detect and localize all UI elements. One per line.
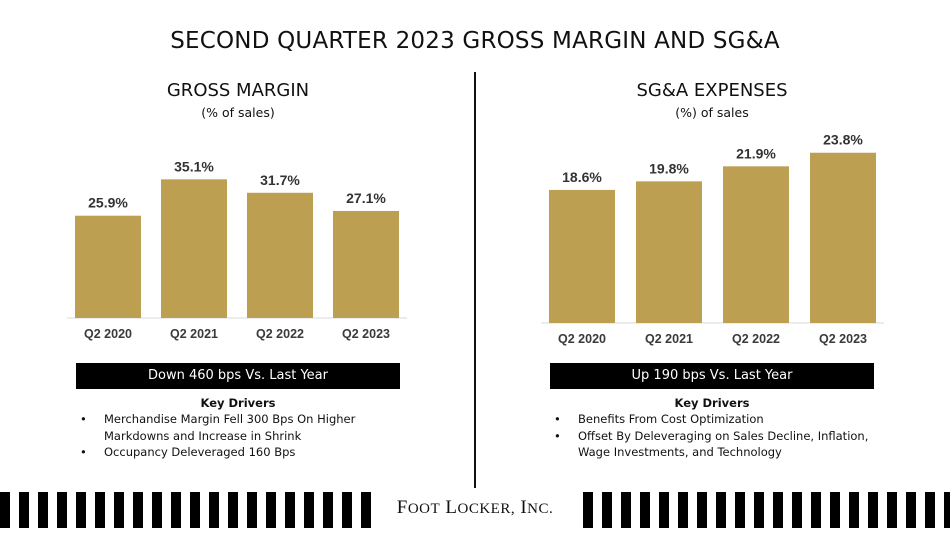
list-item: Benefits From Cost Optimization [550, 411, 880, 428]
x-tick-label: Q2 2023 [819, 332, 867, 346]
sga-drivers-list: Benefits From Cost Optimization Offset B… [550, 411, 880, 461]
bar-q2-2023 [810, 152, 876, 323]
gross-margin-subtitle: (% of sales) [201, 105, 275, 120]
sga-expenses-chart: 18.6% Q2 2020 19.8% Q2 2021 21.9% Q2 2022 23.8… [541, 132, 884, 346]
gross-margin-change-banner: Down 460 bps Vs. Last Year [76, 363, 400, 389]
data-label: 27.1% [346, 190, 386, 206]
sga-expenses-subtitle: (%) of sales [675, 105, 749, 120]
data-label: 31.7% [260, 172, 300, 188]
sga-drivers-heading: Key Drivers [674, 396, 750, 410]
gross-margin-drivers-heading: Key Drivers [200, 396, 276, 410]
list-item: Offset By Deleveraging on Sales Decline,… [550, 428, 880, 461]
list-item: Occupancy Deleveraged 160 Bps [76, 444, 406, 461]
bar-q2-2021 [161, 179, 227, 318]
data-label: 23.8% [823, 132, 863, 148]
footer-stripes-right [583, 492, 950, 528]
data-label: 25.9% [88, 195, 128, 211]
center-divider [474, 72, 476, 488]
x-tick-label: Q2 2020 [558, 332, 606, 346]
gross-margin-drivers-list: Merchandise Margin Fell 300 Bps On Highe… [76, 411, 406, 461]
page-title: SECOND QUARTER 2023 GROSS MARGIN AND SG&… [170, 28, 780, 54]
x-tick-label: Q2 2023 [342, 327, 390, 341]
bar-q2-2020 [75, 215, 141, 318]
data-label: 18.6% [562, 169, 602, 185]
bar-q2-2022 [723, 166, 789, 323]
x-tick-label: Q2 2022 [732, 332, 780, 346]
x-tick-label: Q2 2022 [256, 327, 304, 341]
data-label: 21.9% [736, 145, 776, 161]
bar-q2-2021 [636, 181, 702, 323]
data-label: 19.8% [649, 160, 689, 176]
gross-margin-chart: 25.9% Q2 2020 35.1% Q2 2021 31.7% Q2 2022 27.1… [67, 158, 407, 341]
x-tick-label: Q2 2020 [84, 327, 132, 341]
foot-locker-logo: FOOT LOCKER, INC. [396, 497, 554, 518]
list-item: Merchandise Margin Fell 300 Bps On Highe… [76, 411, 406, 444]
footer-stripes-left [0, 492, 380, 528]
sga-expenses-title: SG&A EXPENSES [636, 80, 788, 101]
data-label: 35.1% [174, 158, 214, 174]
x-tick-label: Q2 2021 [645, 332, 693, 346]
gross-margin-title: GROSS MARGIN [166, 80, 310, 101]
bar-q2-2022 [247, 192, 313, 318]
bar-q2-2020 [549, 189, 615, 323]
bar-q2-2023 [333, 210, 399, 318]
sga-change-banner: Up 190 bps Vs. Last Year [550, 363, 874, 389]
x-tick-label: Q2 2021 [170, 327, 218, 341]
